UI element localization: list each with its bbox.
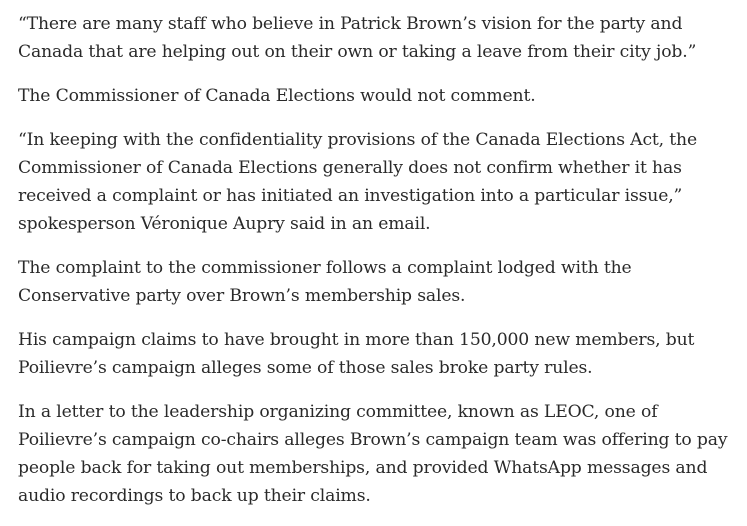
paragraph-commissioner-no-comment: The Commissioner of Canada Elections wou… [18, 86, 536, 106]
article-body: “There are many staff who believe in Pat… [18, 10, 740, 526]
paragraph-complaint-followup: The complaint to the commissioner follow… [18, 258, 632, 306]
paragraph-leoc-letter: In a letter to the leadership organizing… [18, 402, 728, 506]
paragraph-staff-quote: “There are many staff who believe in Pat… [18, 14, 697, 62]
paragraph-commissioner-statement: “In keeping with the confidentiality pro… [18, 130, 698, 234]
paragraph-membership-claims: His campaign claims to have brought in m… [18, 330, 695, 378]
